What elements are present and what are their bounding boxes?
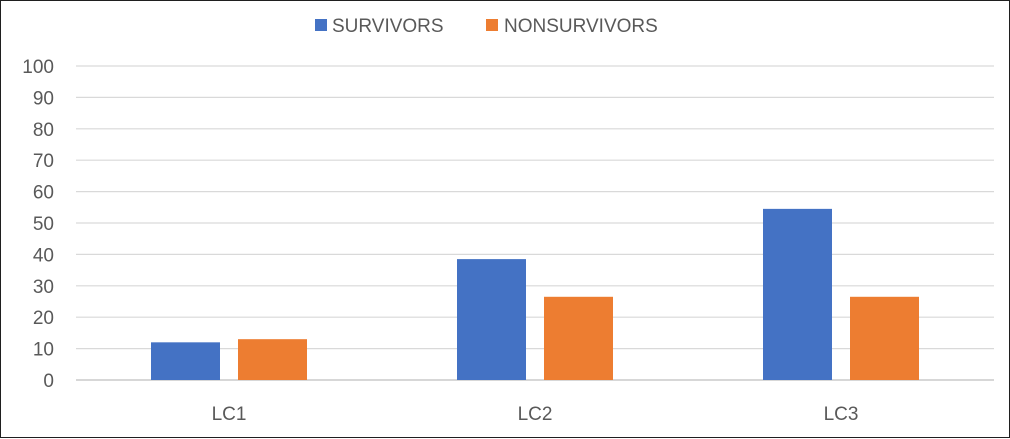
legend-swatch-survivors — [315, 19, 327, 31]
bar-nonsurvivors-lc1 — [238, 339, 307, 380]
y-tick-label-30: 30 — [33, 277, 54, 298]
y-tick-label-10: 10 — [33, 340, 54, 361]
x-axis: LC1 LC2 LC3 — [212, 404, 859, 425]
y-tick-label-0: 0 — [43, 371, 54, 392]
y-tick-label-50: 50 — [33, 214, 54, 235]
y-tick-label-20: 20 — [33, 308, 54, 329]
x-tick-label-lc2: LC2 — [518, 404, 553, 425]
bar-survivors-lc1 — [151, 342, 220, 380]
bar-survivors-lc3 — [763, 209, 832, 380]
y-tick-label-100: 100 — [22, 57, 54, 78]
y-tick-label-70: 70 — [33, 151, 54, 172]
y-tick-label-60: 60 — [33, 183, 54, 204]
legend-label-nonsurvivors: NONSURVIVORS — [504, 16, 658, 37]
chart-frame: SURVIVORS NONSURVIVORS 0 10 20 30 40 50 60 70 80… — [0, 0, 1010, 438]
x-tick-label-lc1: LC1 — [212, 404, 247, 425]
y-axis: 0 10 20 30 40 50 60 70 80 90 100 — [22, 57, 54, 392]
y-tick-label-40: 40 — [33, 245, 54, 266]
legend-swatch-nonsurvivors — [486, 19, 498, 31]
bars — [151, 209, 919, 380]
bar-survivors-lc2 — [457, 259, 526, 380]
bar-nonsurvivors-lc3 — [850, 297, 919, 380]
bar-nonsurvivors-lc2 — [544, 297, 613, 380]
bar-chart: SURVIVORS NONSURVIVORS 0 10 20 30 40 50 60 70 80… — [1, 1, 1010, 439]
legend-label-survivors: SURVIVORS — [332, 16, 444, 37]
y-tick-label-80: 80 — [33, 120, 54, 141]
x-tick-label-lc3: LC3 — [824, 404, 859, 425]
legend: SURVIVORS NONSURVIVORS — [315, 16, 658, 37]
y-tick-label-90: 90 — [33, 88, 54, 109]
